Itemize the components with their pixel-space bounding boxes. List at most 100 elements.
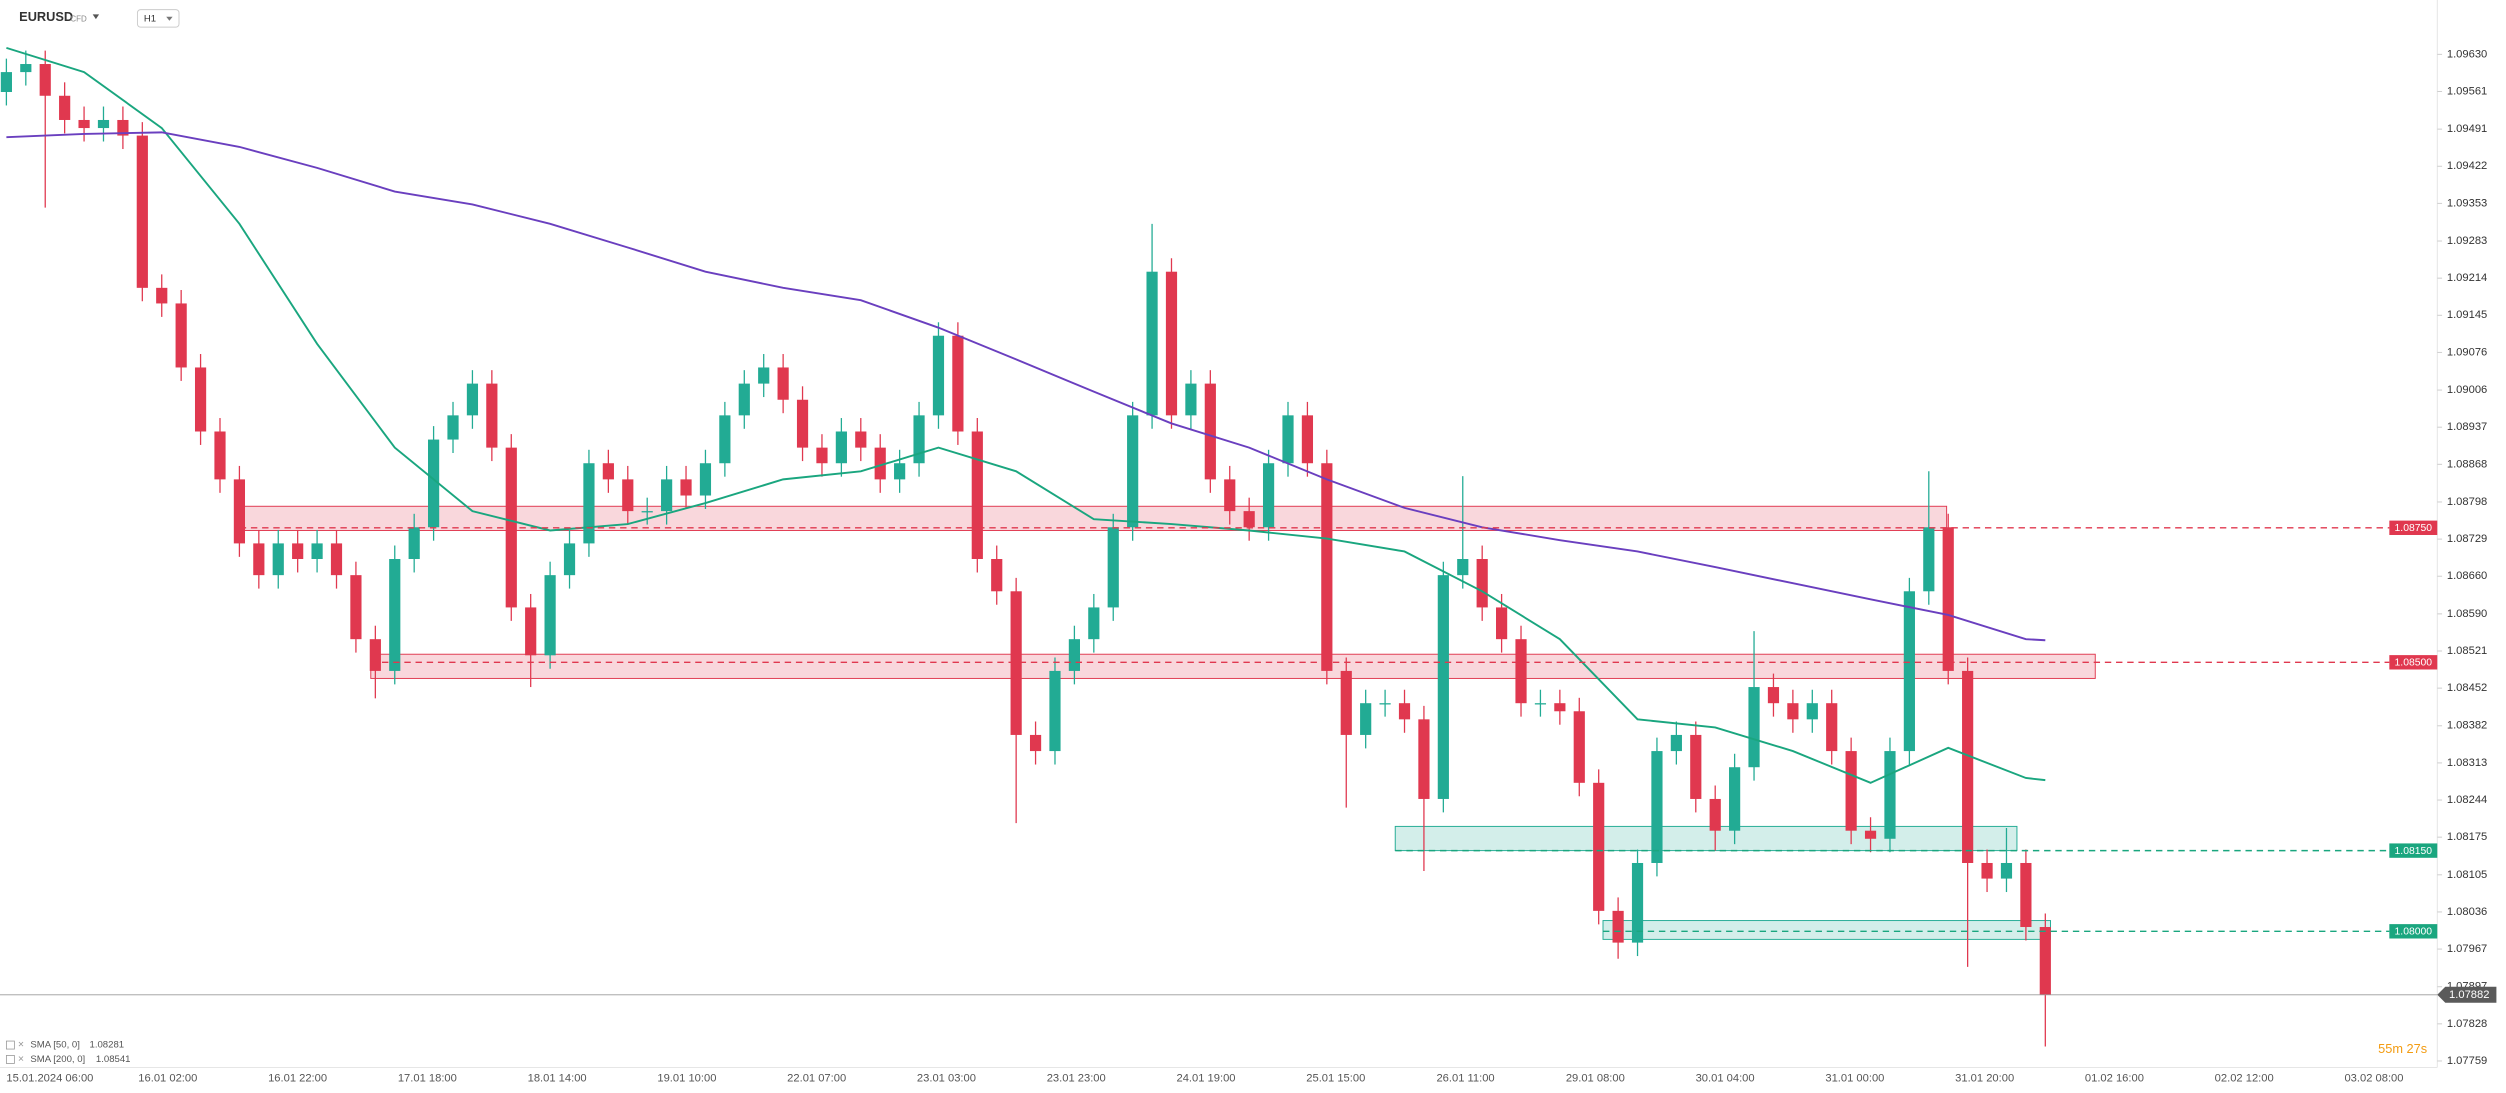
x-tick-label: 22.01 07:00 <box>787 1073 846 1085</box>
y-tick-label: 1.08105 <box>2447 869 2487 881</box>
candle-body <box>1981 862 1993 879</box>
candle-body <box>835 431 847 464</box>
symbol-dropdown[interactable] <box>92 14 100 20</box>
candle-body <box>175 303 187 368</box>
candle-body <box>1437 575 1449 799</box>
symbol[interactable]: EURUSD <box>19 9 73 24</box>
x-tick-label: 29.01 08:00 <box>1566 1073 1625 1085</box>
candle-body <box>971 431 983 560</box>
y-tick-label: 1.08382 <box>2447 720 2487 732</box>
candle-body <box>738 383 750 416</box>
candle-body <box>1165 271 1178 416</box>
legend-value: 1.08281 <box>90 1040 125 1051</box>
y-tick-label: 1.08244 <box>2447 794 2487 806</box>
candle-body <box>1379 703 1391 705</box>
candle-body <box>1806 703 1818 720</box>
y-tick-label: 1.08798 <box>2447 496 2487 508</box>
level-label-box <box>2389 843 2438 858</box>
candle-body <box>544 575 556 656</box>
sma-line <box>6 46 2046 784</box>
timeframe-dropdown[interactable] <box>166 16 173 21</box>
timeframe[interactable]: H1 <box>144 14 156 25</box>
level-label-box <box>2389 520 2438 535</box>
candle-body <box>78 119 90 129</box>
sma-line <box>6 131 2046 642</box>
level-label: 1.08000 <box>2395 927 2433 938</box>
candle-body <box>408 527 420 560</box>
candle-body <box>1010 591 1022 735</box>
candle-body <box>913 415 925 464</box>
candle-body <box>1088 607 1100 640</box>
y-tick-label: 1.07967 <box>2447 943 2487 955</box>
x-tick-label: 02.02 12:00 <box>2215 1073 2274 1085</box>
candle-body <box>1593 782 1605 911</box>
candle-body <box>253 543 265 576</box>
candle-body <box>1243 511 1255 528</box>
candle-body <box>874 447 886 480</box>
candle-body <box>641 511 653 513</box>
x-tick-label: 18.01 14:00 <box>528 1073 587 1085</box>
x-tick-label: 03.02 08:00 <box>2344 1073 2403 1085</box>
candle-body <box>194 367 207 432</box>
overlay: 1.09630 1.09561 1.09491 1.09422 1.09353 1.092… <box>0 46 2497 1085</box>
candle-body <box>1146 271 1158 416</box>
y-tick-label: 1.08452 <box>2447 682 2487 694</box>
candle-body <box>602 463 614 480</box>
candle-body <box>2039 927 2051 995</box>
y-tick-label: 1.09353 <box>2447 197 2487 209</box>
candle-body <box>1612 910 1624 943</box>
x-tick-label: 16.01 22:00 <box>268 1073 327 1085</box>
candle-body <box>20 64 32 73</box>
candle-body <box>1107 527 1119 608</box>
y-tick-label: 1.08036 <box>2447 906 2487 918</box>
y-tick-label: 1.09630 <box>2447 48 2487 60</box>
current-price-label: 1.07882 <box>2449 989 2489 1001</box>
y-tick-label: 1.08175 <box>2447 831 2487 843</box>
candle-body <box>1398 703 1411 720</box>
candle-body <box>1709 798 1721 831</box>
x-tick-label: 17.01 18:00 <box>398 1073 457 1085</box>
candle-body <box>1923 527 1935 592</box>
candle-body <box>466 383 479 416</box>
candle-body <box>1029 734 1042 752</box>
zone <box>1394 825 2018 852</box>
candle-body <box>622 479 634 512</box>
legend-close: ✕ <box>18 1055 25 1064</box>
candle-body <box>1321 463 1333 671</box>
candle-body <box>1496 607 1508 640</box>
legend-value: 1.08541 <box>96 1054 131 1065</box>
candle-body <box>1340 670 1352 735</box>
candle-body <box>1864 830 1877 839</box>
x-tick-label: 19.01 10:00 <box>657 1073 716 1085</box>
candle-body <box>1787 703 1799 720</box>
candle-body <box>1049 670 1061 752</box>
level-label-box <box>2389 655 2438 670</box>
x-tick-label: 23.01 23:00 <box>1047 1073 1106 1085</box>
candle-body <box>855 431 867 448</box>
candle-body <box>1573 711 1585 783</box>
candle-body <box>1942 527 1954 671</box>
candle-body <box>777 367 789 400</box>
candle-body <box>991 559 1003 592</box>
candle-body <box>2020 862 2032 928</box>
candle-body <box>1962 670 1974 863</box>
candle-body <box>952 335 964 432</box>
candles <box>0 50 2051 1047</box>
candle-body <box>1185 383 1197 416</box>
candle-body <box>389 559 401 671</box>
y-tick-label: 1.07759 <box>2447 1055 2487 1067</box>
candle-body <box>272 543 284 576</box>
candle-body <box>1826 703 1838 752</box>
legend-icon <box>5 1040 15 1050</box>
candle-body <box>583 463 595 544</box>
timeframe-button[interactable] <box>136 9 180 28</box>
candle-body <box>59 95 71 120</box>
level-label: 1.08750 <box>2395 523 2433 534</box>
y-tick-label: 1.08729 <box>2447 533 2487 545</box>
candle-body <box>486 383 498 448</box>
candle-body <box>214 431 226 480</box>
y-tick-label: 1.08590 <box>2447 608 2487 620</box>
level-label: 1.08150 <box>2395 846 2433 857</box>
candle-body <box>1631 862 1644 943</box>
